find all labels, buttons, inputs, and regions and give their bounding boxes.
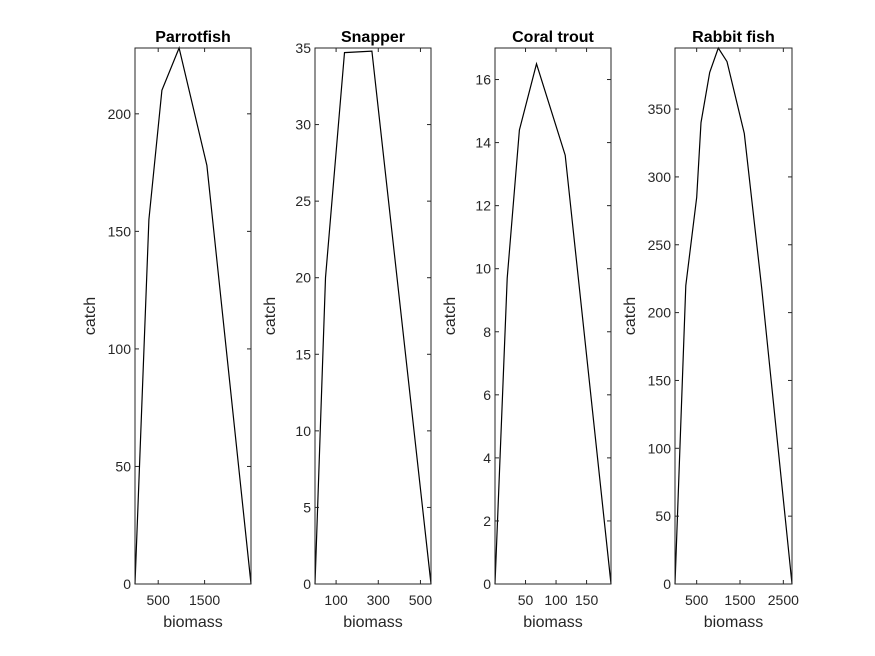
series-line (674, 46, 793, 585)
subplot-snapper: 0 5 10 15 20 25 30 35 100 300 500 Snapper biomass cat… (262, 29, 432, 631)
subplot-rabbit-fish: 0 50 100 150 200 250 300 350 500 1500 2500 Rabbit f… (622, 29, 799, 631)
y-axis-label: catch (82, 297, 99, 335)
x-tick-label: 100 (324, 592, 348, 608)
y-tick-label: 200 (108, 106, 132, 122)
y-tick-label: 150 (108, 223, 132, 239)
y-tick-label: 6 (483, 387, 491, 403)
x-axis-label: biomass (163, 614, 223, 631)
x-axis-label: biomass (343, 614, 403, 631)
y-tick-label: 150 (648, 372, 672, 388)
chart-title: Parrotfish (155, 29, 231, 46)
series-line (494, 61, 612, 585)
chart-title: Coral trout (512, 29, 594, 46)
y-tick-label: 4 (483, 450, 491, 466)
series-line (134, 46, 252, 585)
y-tick-label: 350 (648, 101, 672, 117)
y-axis-label: catch (442, 297, 459, 335)
y-tick-label: 12 (475, 198, 491, 214)
y-tick-label: 14 (475, 135, 491, 151)
y-axis-label: catch (262, 297, 279, 335)
x-tick-label: 50 (518, 592, 534, 608)
y-tick-label: 250 (648, 237, 672, 253)
chart-title: Rabbit fish (692, 29, 775, 46)
y-tick-label: 2 (483, 513, 491, 529)
axes-frame (674, 47, 793, 585)
x-tick-label: 300 (367, 592, 391, 608)
y-tick-label: 0 (303, 576, 311, 592)
y-tick-label: 50 (115, 458, 131, 474)
x-tick-label: 500 (147, 592, 171, 608)
x-tick-label: 100 (544, 592, 568, 608)
y-tick-label: 100 (108, 341, 132, 357)
x-tick-label: 500 (685, 592, 709, 608)
x-tick-label: 150 (575, 592, 599, 608)
y-tick-label: 5 (303, 499, 311, 515)
y-tick-label: 16 (475, 72, 491, 88)
y-tick-label: 10 (475, 261, 491, 277)
subplot-coral-trout: 0 2 4 6 8 10 12 14 16 50 100 150 Coral trout biomass c… (442, 29, 612, 631)
y-tick-label: 25 (295, 193, 311, 209)
y-tick-label: 100 (648, 440, 672, 456)
y-tick-label: 0 (123, 576, 131, 592)
x-axis-label: biomass (704, 614, 764, 631)
axes-frame (134, 47, 252, 585)
y-tick-label: 8 (483, 324, 491, 340)
y-tick-label: 0 (663, 576, 671, 592)
x-tick-label: 500 (409, 592, 433, 608)
y-tick-label: 15 (295, 346, 311, 362)
y-tick-label: 50 (655, 508, 671, 524)
axes-frame (314, 47, 432, 585)
chart-title: Snapper (341, 29, 405, 46)
y-axis-label: catch (622, 297, 639, 335)
x-tick-label: 1500 (189, 592, 220, 608)
y-tick-label: 20 (295, 270, 311, 286)
x-tick-label: 1500 (724, 592, 755, 608)
y-tick-label: 30 (295, 117, 311, 133)
y-tick-label: 0 (483, 576, 491, 592)
y-tick-label: 200 (648, 305, 672, 321)
axes-frame (494, 47, 612, 585)
y-tick-label: 10 (295, 423, 311, 439)
y-tick-label: 300 (648, 169, 672, 185)
x-tick-label: 2500 (768, 592, 799, 608)
series-line (314, 50, 432, 585)
subplot-parrotfish: 0 50 100 150 200 500 1500 Parrotfish biomass catc… (82, 29, 252, 631)
x-axis-label: biomass (523, 614, 583, 631)
y-tick-label: 35 (295, 40, 311, 56)
